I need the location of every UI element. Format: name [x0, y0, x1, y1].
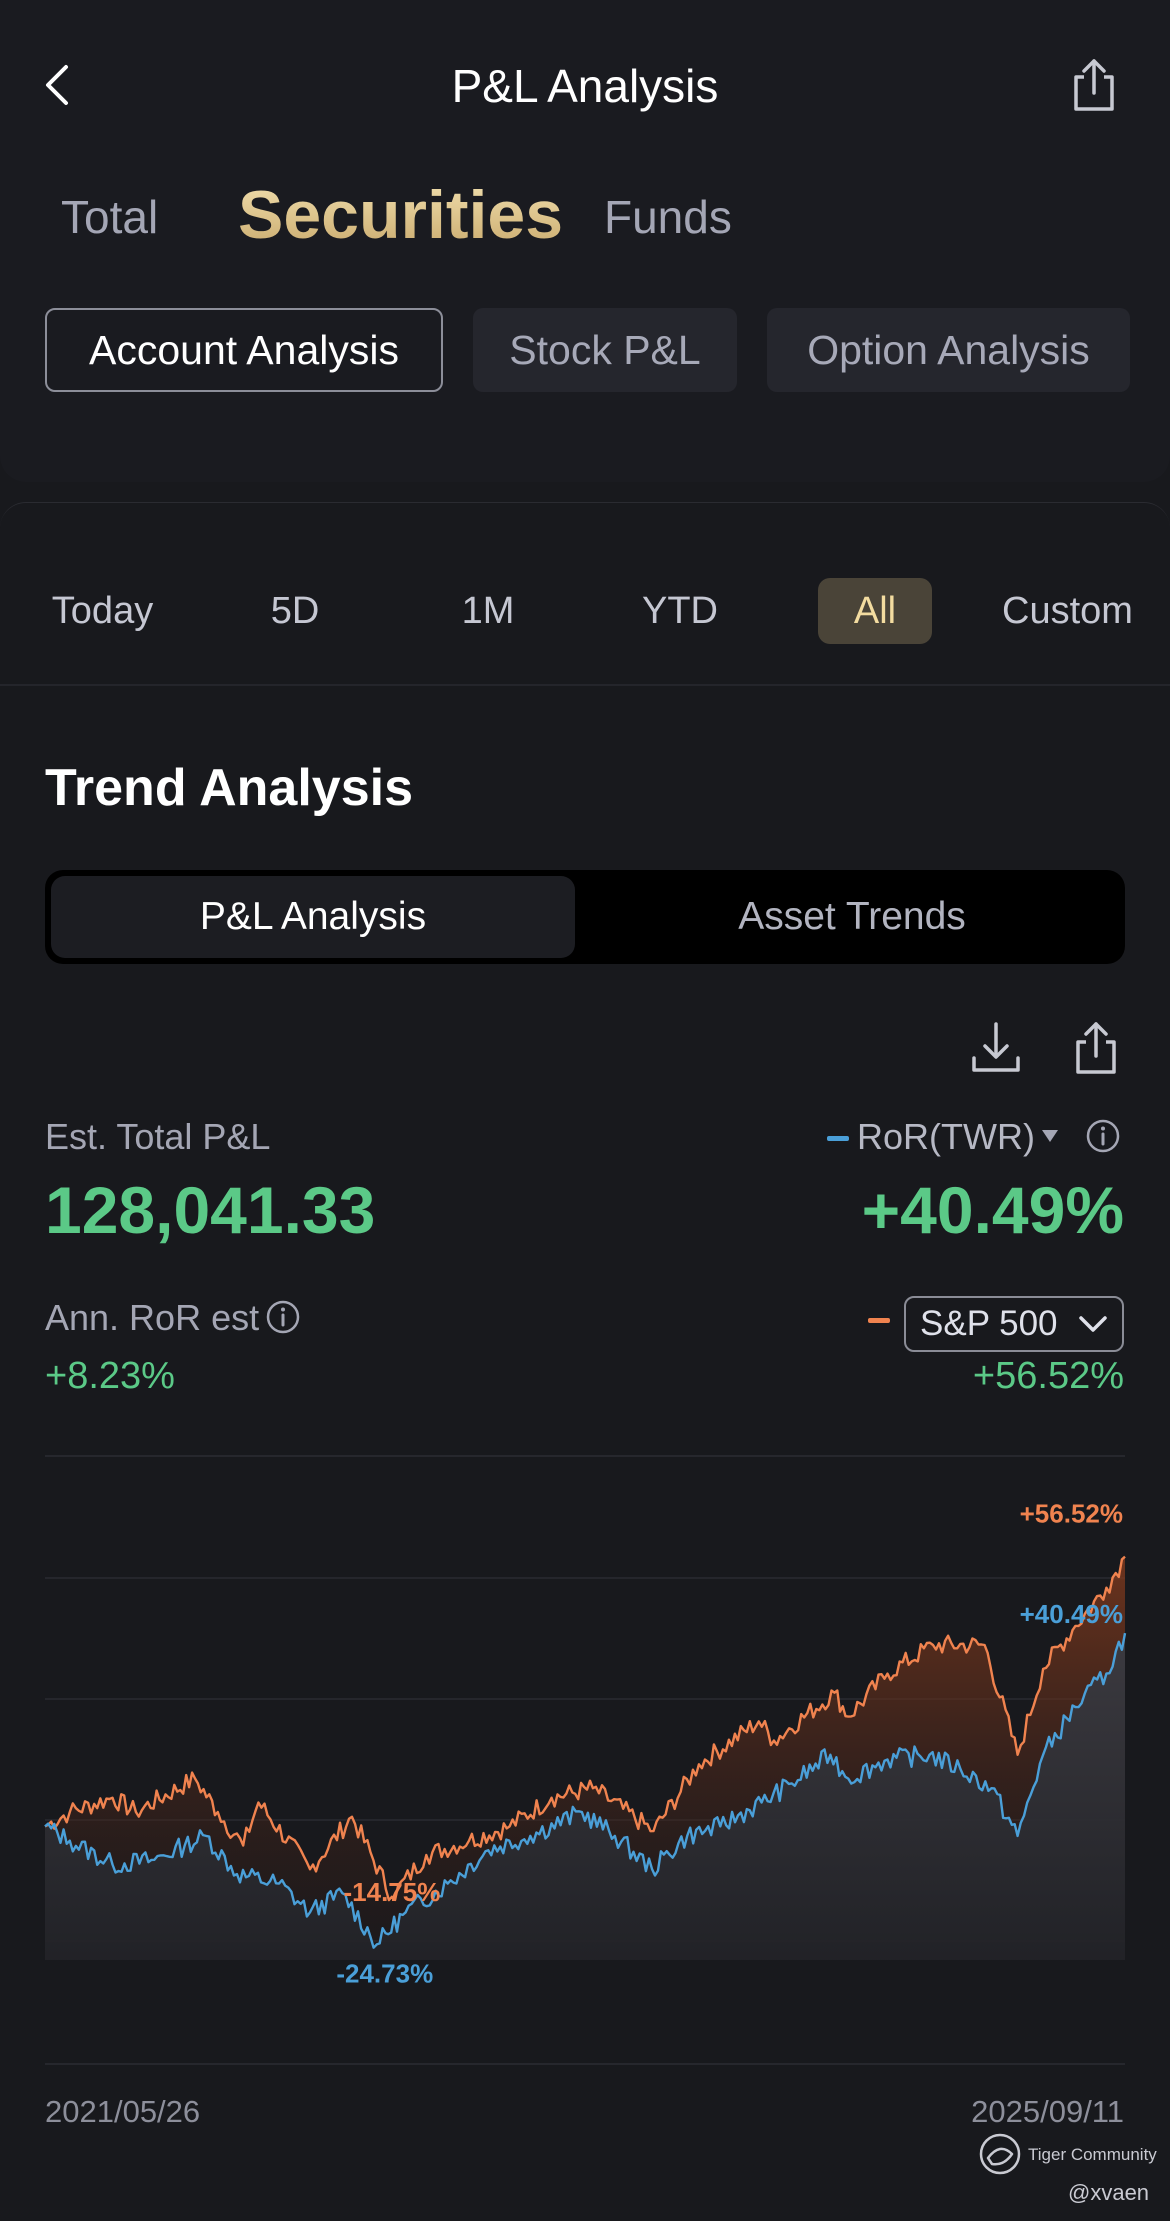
divider: [45, 1455, 1125, 1457]
subtab-option-analysis[interactable]: Option Analysis: [767, 308, 1130, 392]
info-icon[interactable]: [264, 1298, 302, 1336]
account-area: [45, 1633, 1125, 1960]
share-icon: [1074, 59, 1114, 111]
x-start-label: 2021/05/26: [45, 2094, 201, 2129]
chevron-left-icon: [46, 65, 68, 105]
benchmark-select[interactable]: S&P 500: [904, 1296, 1124, 1352]
back-button[interactable]: [34, 55, 78, 115]
total-pl-label: Est. Total P&L: [45, 1116, 271, 1157]
segment-pl-analysis[interactable]: P&L Analysis: [51, 876, 575, 958]
watermark-user: @xvaen: [1068, 2180, 1150, 2205]
tab-securities[interactable]: Securities: [238, 177, 564, 253]
header-card: [0, 0, 1170, 482]
period-1m[interactable]: 1M: [461, 589, 515, 632]
ann-ror-label: Ann. RoR est: [45, 1297, 260, 1338]
period-today[interactable]: Today: [51, 589, 154, 632]
account-line: [44, 1632, 1127, 1949]
subtab-stock-pl[interactable]: Stock P&L: [473, 308, 737, 392]
caret-down-icon[interactable]: [1040, 1128, 1060, 1144]
chart-share-button[interactable]: [1068, 1018, 1124, 1078]
chevron-down-icon: [1078, 1316, 1107, 1332]
watermark-brand: Tiger Community: [1028, 2145, 1157, 2164]
download-button[interactable]: [968, 1018, 1024, 1078]
benchmark-legend-marker: [868, 1318, 890, 1323]
benchmark-label: S&P 500: [920, 1304, 1058, 1343]
page-title: P&L Analysis: [451, 60, 719, 112]
period-custom[interactable]: Custom: [1002, 589, 1133, 632]
period-all[interactable]: All: [818, 578, 932, 644]
period-5d[interactable]: 5D: [270, 589, 320, 632]
divider: [45, 2063, 1125, 2065]
ror-legend-marker: [827, 1136, 849, 1141]
total-pl-value: 128,041.33: [45, 1173, 376, 1247]
pl-trend-chart[interactable]: -14.75% -24.73% +56.52% +40.49%: [0, 1470, 1170, 2030]
benchmark-max-label: +56.52%: [1020, 1499, 1123, 1529]
period-ytd[interactable]: YTD: [642, 589, 718, 632]
share-button[interactable]: [1064, 55, 1124, 115]
section-title: Trend Analysis: [45, 759, 413, 817]
segment-asset-trends[interactable]: Asset Trends: [738, 895, 966, 938]
benchmark-value: +56.52%: [972, 1355, 1124, 1397]
segmented-control: P&L Analysis Asset Trends: [45, 870, 1125, 964]
download-icon: [972, 1022, 1020, 1072]
tab-funds[interactable]: Funds: [604, 191, 732, 243]
account-min-label: -24.73%: [336, 1958, 433, 1988]
share-icon: [1076, 1022, 1116, 1074]
tab-total[interactable]: Total: [61, 191, 159, 243]
ann-ror-value: +8.23%: [45, 1355, 175, 1397]
account-max-label: +40.49%: [1020, 1599, 1123, 1629]
benchmark-min-label: -14.75%: [343, 1877, 440, 1907]
ror-value: +40.49%: [861, 1173, 1124, 1247]
benchmark-line: [44, 1555, 1126, 1902]
info-icon[interactable]: [1084, 1117, 1122, 1155]
subtab-account-analysis[interactable]: Account Analysis: [45, 308, 443, 392]
x-end-label: 2025/09/11: [971, 2094, 1124, 2129]
ror-label[interactable]: RoR(TWR): [857, 1116, 1035, 1157]
tiger-logo-icon: [979, 2133, 1021, 2175]
divider: [0, 684, 1170, 686]
